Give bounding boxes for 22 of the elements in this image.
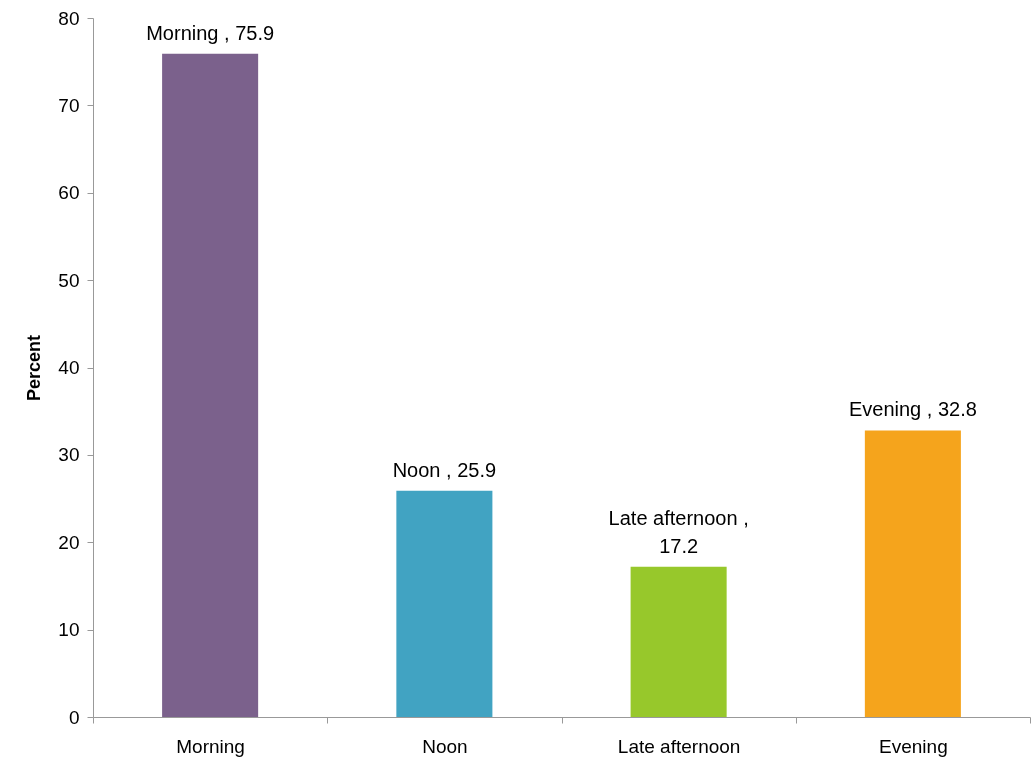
y-tick-label: 80 — [58, 7, 80, 29]
y-tick-label: 20 — [58, 531, 80, 553]
bar — [396, 490, 493, 717]
y-tick-label: 10 — [58, 619, 80, 641]
bar — [162, 53, 259, 717]
y-axis-title: Percent — [24, 334, 45, 402]
y-tick-label: 30 — [58, 444, 80, 466]
bar — [630, 566, 727, 717]
data-label: Late afternoon , 17.2 — [608, 506, 749, 557]
y-tick-label: 0 — [68, 706, 80, 728]
data-label: Morning , 75.9 — [146, 21, 275, 44]
x-tick-label: Morning — [176, 735, 245, 757]
y-tick-label: 50 — [58, 269, 80, 291]
y-tick-label: 60 — [58, 182, 80, 204]
y-tick-label: 40 — [58, 357, 80, 378]
data-label: Evening , 32.8 — [848, 398, 977, 421]
bar — [864, 430, 961, 717]
x-tick-label: Noon — [422, 735, 468, 757]
x-tick-label: Late afternoon — [617, 735, 741, 757]
data-label: Noon , 25.9 — [392, 458, 497, 481]
y-tick-label: 70 — [58, 94, 80, 116]
x-tick-label: Evening — [879, 735, 948, 757]
